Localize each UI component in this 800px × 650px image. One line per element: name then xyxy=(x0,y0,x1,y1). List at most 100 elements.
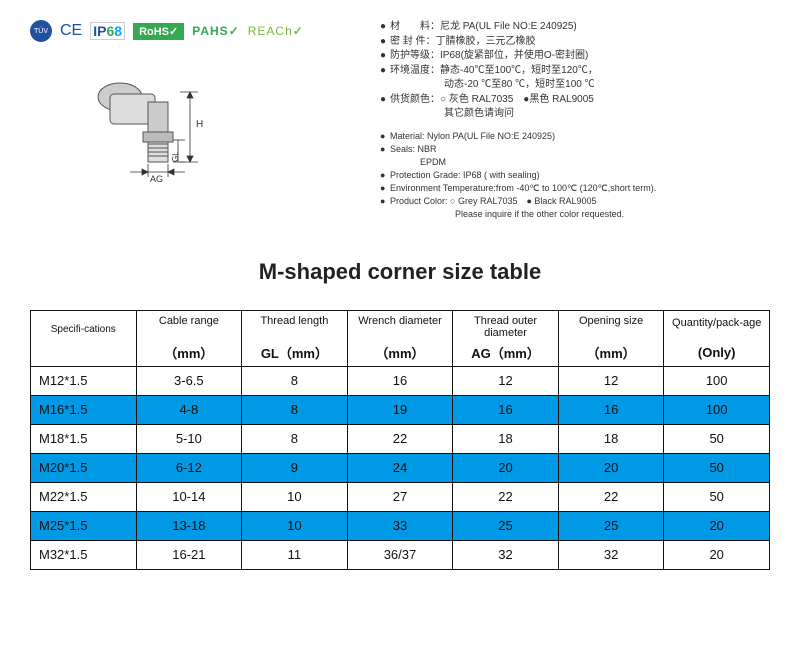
tuv-badge-icon: TÜV xyxy=(30,20,52,42)
left-column: TÜV CE IP68 RoHS✓ PAHS✓ REACh✓ xyxy=(30,20,350,221)
rohs-text: RoHS xyxy=(139,26,169,38)
table-cell: 20 xyxy=(664,540,770,569)
pahs-text: PAHS xyxy=(192,24,228,38)
spec-material-cn: ●材 料：尼龙 PA(UL File NO:E 240925) xyxy=(380,20,770,35)
specifications-list: ●材 料：尼龙 PA(UL File NO:E 240925) ●密 封 件：丁… xyxy=(380,20,770,221)
certification-row: TÜV CE IP68 RoHS✓ PAHS✓ REACh✓ xyxy=(30,20,350,42)
table-row: M12*1.53-6.58161212100 xyxy=(31,366,770,395)
top-section: TÜV CE IP68 RoHS✓ PAHS✓ REACh✓ xyxy=(0,0,800,231)
table-cell: 100 xyxy=(664,395,770,424)
table-cell: 18 xyxy=(453,424,559,453)
diagram-svg: H GL AG xyxy=(70,62,240,182)
spec-protection-cn: ●防护等级：IP68(旋紧部位，并使用O-密封圈) xyxy=(380,49,770,64)
table-cell: 33 xyxy=(347,511,453,540)
spec-color-en: ●Product Color: ○ Grey RAL7035 ● Black R… xyxy=(380,195,770,208)
ip68-eight: 8 xyxy=(114,23,122,39)
diagram-label-gl: GL xyxy=(171,151,180,162)
table-cell: M25*1.5 xyxy=(31,511,137,540)
table-cell: 20 xyxy=(664,511,770,540)
table-row: M20*1.56-12924202050 xyxy=(31,453,770,482)
table-cell: 25 xyxy=(453,511,559,540)
table-cell: 11 xyxy=(242,540,348,569)
spec-seals-en: ●Seals: NBR xyxy=(380,143,770,156)
table-cell: 16-21 xyxy=(136,540,242,569)
table-cell: 16 xyxy=(558,395,664,424)
table-cell: 22 xyxy=(558,482,664,511)
table-cell: 8 xyxy=(242,395,348,424)
spec-color-cn2: 其它颜色请询问 xyxy=(380,107,770,122)
table-cell: 50 xyxy=(664,424,770,453)
column-header: Specifi-cations xyxy=(31,310,137,366)
table-header: Specifi-cations Cable range（mm）Thread le… xyxy=(31,310,770,366)
spec-temp-cn: ●环境温度：静态-40℃至100℃，短时至120℃， xyxy=(380,64,770,79)
table-cell: M22*1.5 xyxy=(31,482,137,511)
table-cell: M16*1.5 xyxy=(31,395,137,424)
spec-protection-en: ●Protection Grade: IP68 ( with sealing) xyxy=(380,169,770,182)
table-cell: M18*1.5 xyxy=(31,424,137,453)
table-cell: 16 xyxy=(453,395,559,424)
table-cell: 50 xyxy=(664,482,770,511)
table-cell: M32*1.5 xyxy=(31,540,137,569)
table-cell: 25 xyxy=(558,511,664,540)
table-cell: 10 xyxy=(242,511,348,540)
product-diagram: H GL AG xyxy=(70,62,240,182)
column-header: Wrench diameter（mm） xyxy=(347,310,453,366)
check-icon: ✓ xyxy=(169,26,178,38)
table-cell: 5-10 xyxy=(136,424,242,453)
table-row: M22*1.510-141027222250 xyxy=(31,482,770,511)
table-cell: 8 xyxy=(242,424,348,453)
table-cell: 3-6.5 xyxy=(136,366,242,395)
table-cell: 6-12 xyxy=(136,453,242,482)
table-cell: 12 xyxy=(453,366,559,395)
spec-seals-en2: EPDM xyxy=(380,156,770,169)
table-cell: 22 xyxy=(347,424,453,453)
table-cell: M20*1.5 xyxy=(31,453,137,482)
table-body: M12*1.53-6.58161212100M16*1.54-881916161… xyxy=(31,366,770,569)
table-cell: 36/37 xyxy=(347,540,453,569)
ip68-badge: IP68 xyxy=(90,22,125,40)
reach-text: REACh xyxy=(248,24,293,38)
table-cell: 19 xyxy=(347,395,453,424)
column-header: Cable range（mm） xyxy=(136,310,242,366)
spec-color-cn: ●供货颜色：○ 灰色 RAL7035 ●黑色 RAL9005 xyxy=(380,93,770,108)
ce-mark-icon: CE xyxy=(60,22,82,40)
table-row: M32*1.516-211136/37323220 xyxy=(31,540,770,569)
table-cell: M12*1.5 xyxy=(31,366,137,395)
table-row: M18*1.55-10822181850 xyxy=(31,424,770,453)
table-cell: 16 xyxy=(347,366,453,395)
table-cell: 20 xyxy=(558,453,664,482)
rohs-badge: RoHS✓ xyxy=(133,23,184,40)
table-cell: 8 xyxy=(242,366,348,395)
table-cell: 4-8 xyxy=(136,395,242,424)
table-cell: 9 xyxy=(242,453,348,482)
table-cell: 10-14 xyxy=(136,482,242,511)
pahs-badge: PAHS✓ xyxy=(192,24,240,38)
table-title: M-shaped corner size table xyxy=(0,259,800,285)
table-cell: 20 xyxy=(453,453,559,482)
table-cell: 22 xyxy=(453,482,559,511)
table-cell: 27 xyxy=(347,482,453,511)
table-cell: 50 xyxy=(664,453,770,482)
spec-seals-cn: ●密 封 件：丁腈橡胶，三元乙橡胶 xyxy=(380,35,770,50)
table-cell: 32 xyxy=(453,540,559,569)
table-cell: 18 xyxy=(558,424,664,453)
spec-temp-en: ●Environment Temperature:from -40℃ to 10… xyxy=(380,182,770,195)
table-cell: 13-18 xyxy=(136,511,242,540)
check-icon: ✓ xyxy=(293,24,304,38)
size-table: Specifi-cations Cable range（mm）Thread le… xyxy=(30,310,770,570)
table-row: M16*1.54-88191616100 xyxy=(31,395,770,424)
ip-text: IP xyxy=(93,23,106,39)
check-icon: ✓ xyxy=(229,24,240,38)
diagram-label-ag: AG xyxy=(150,174,163,182)
diagram-label-h: H xyxy=(196,119,203,130)
column-header: Opening size（mm） xyxy=(558,310,664,366)
table-cell: 24 xyxy=(347,453,453,482)
column-header: Thread outer diameterAG（mm） xyxy=(453,310,559,366)
column-header: Thread lengthGL（mm） xyxy=(242,310,348,366)
spec-color-en2: Please inquire if the other color reques… xyxy=(380,208,770,221)
table-cell: 100 xyxy=(664,366,770,395)
table-cell: 12 xyxy=(558,366,664,395)
table-row: M25*1.513-181033252520 xyxy=(31,511,770,540)
column-header: Quantity/pack-age(Only) xyxy=(664,310,770,366)
table-cell: 10 xyxy=(242,482,348,511)
